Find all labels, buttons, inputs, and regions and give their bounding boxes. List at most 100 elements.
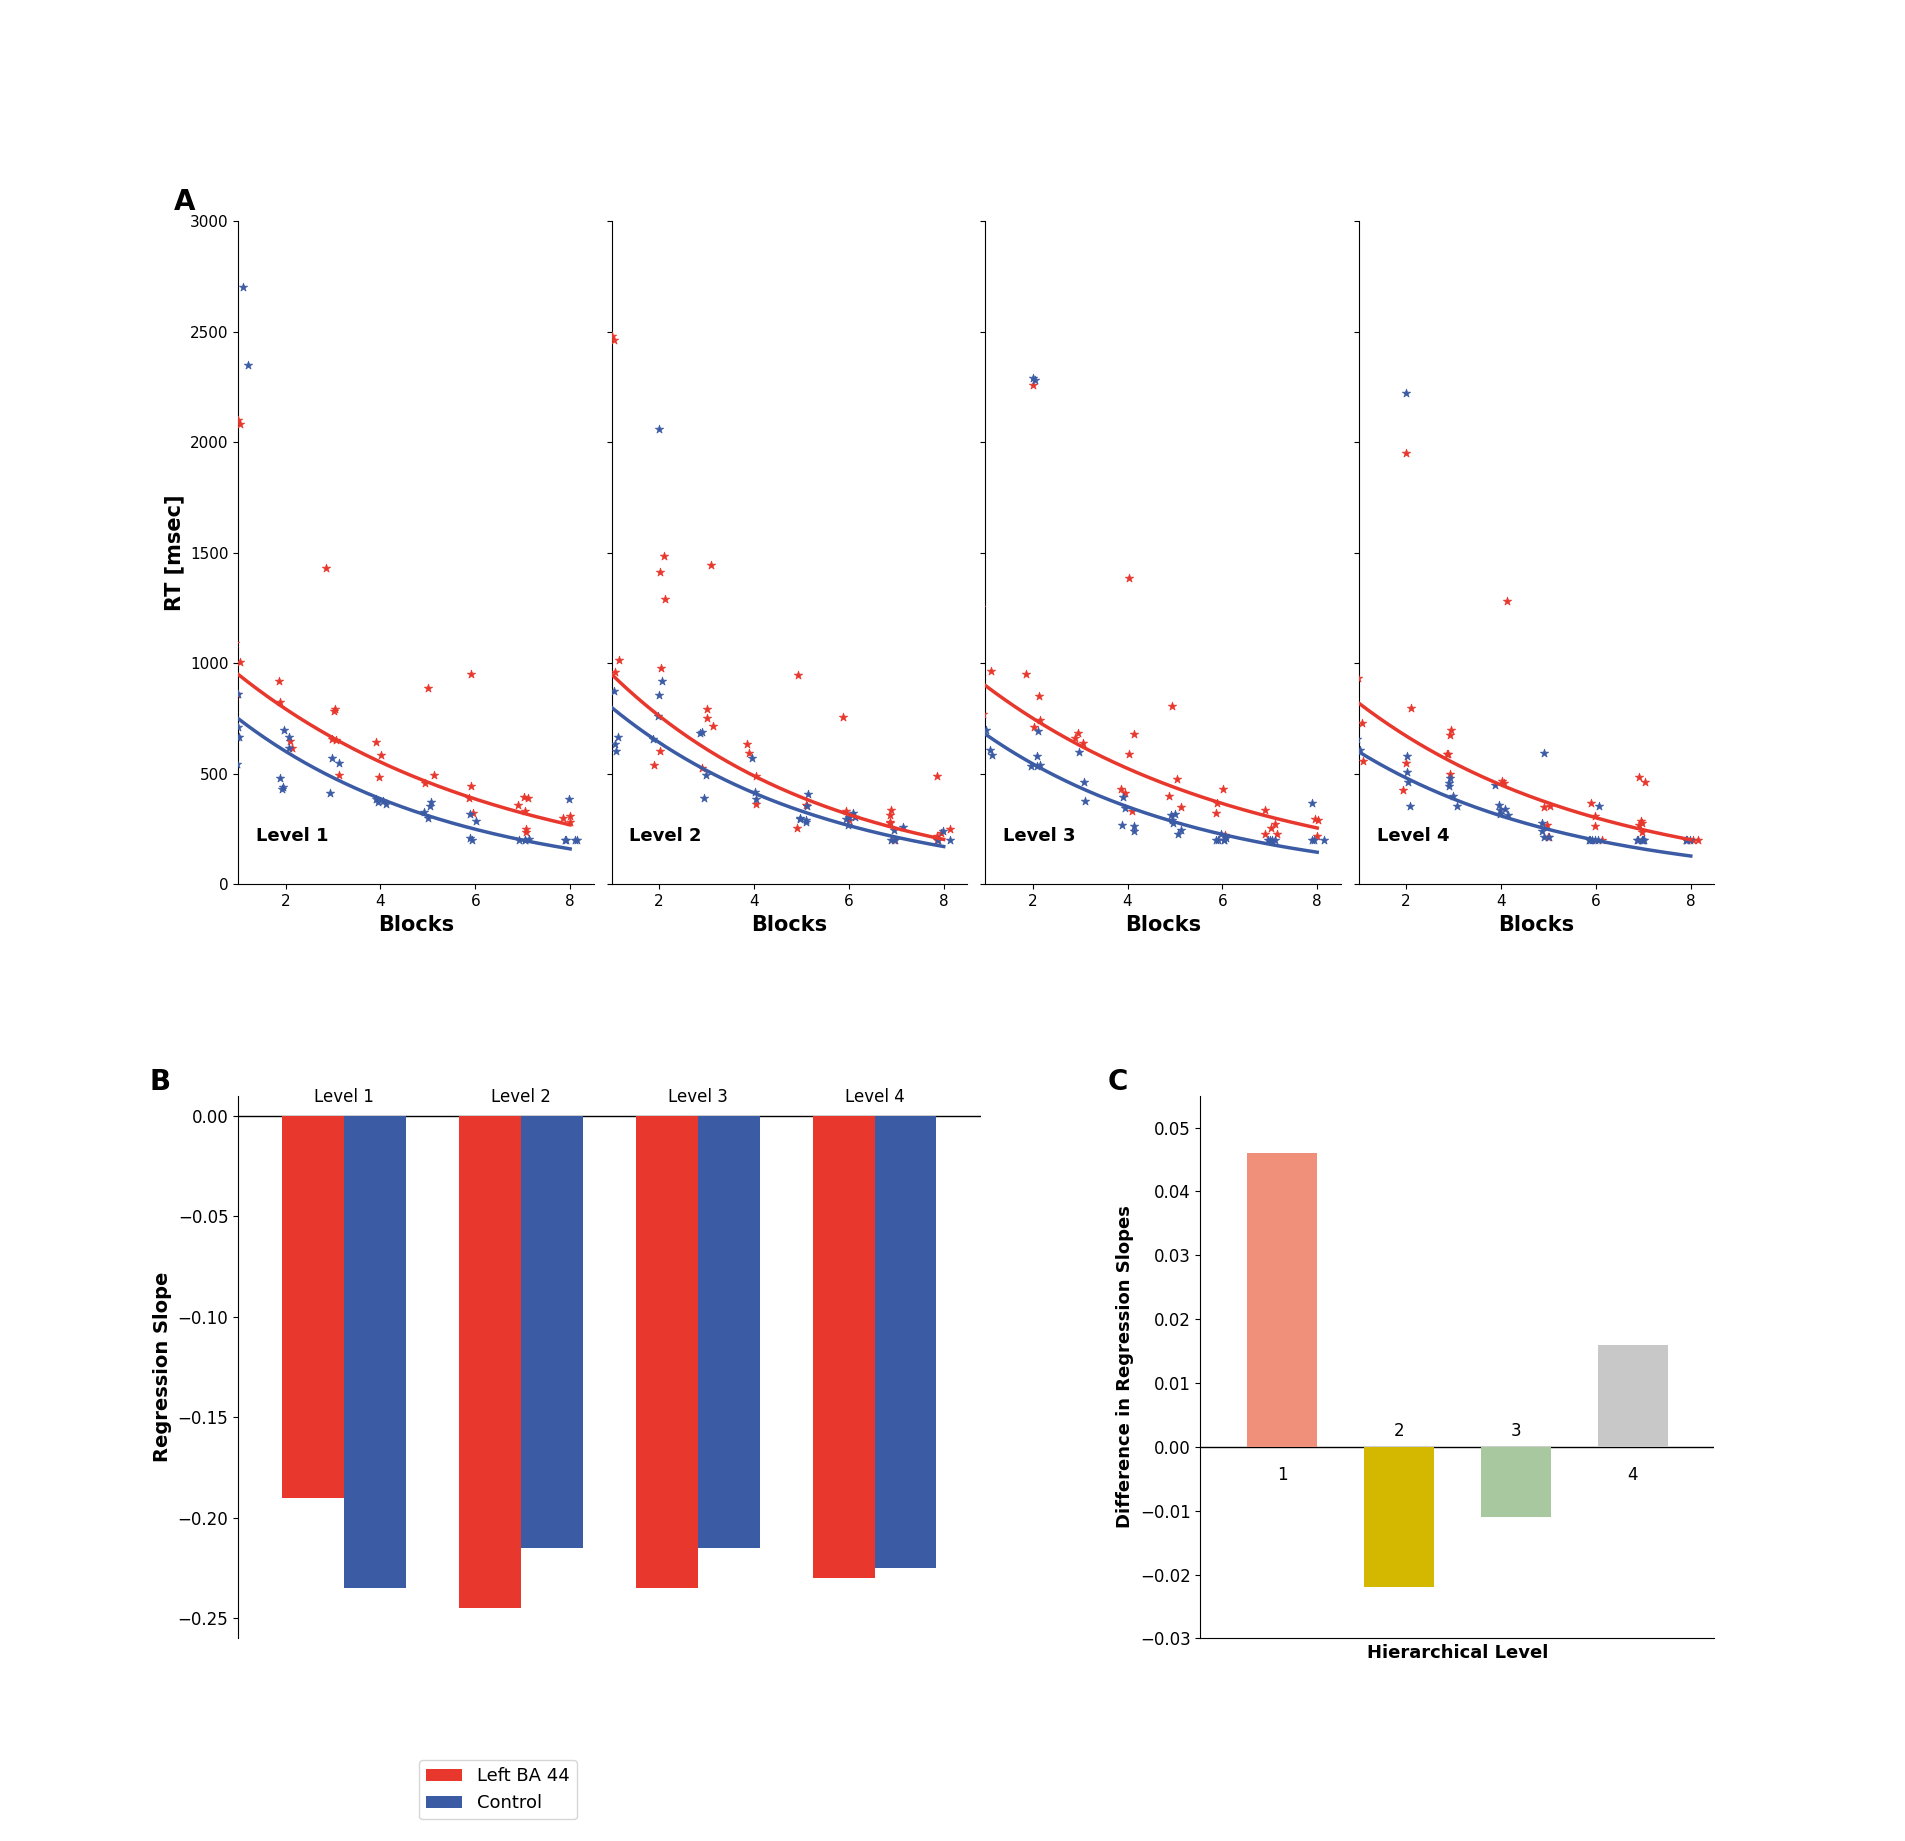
Point [1629,825,1659,854]
Point [1015,751,1046,781]
Point [1210,821,1240,851]
Point [1105,773,1135,803]
Point [1025,705,1055,735]
Point [1682,825,1713,854]
Point [644,414,674,444]
Point [1299,805,1330,834]
Point [1021,751,1052,781]
Point [1063,736,1093,766]
Point [366,740,396,770]
Point [604,644,634,674]
Text: 2: 2 [1394,1423,1404,1440]
Point [792,779,823,808]
Point [1111,793,1141,823]
Point [840,803,871,832]
Bar [636,1116,697,1589]
Point [511,817,541,847]
Point [1204,825,1234,854]
Point [1575,788,1606,817]
Point [1069,768,1099,797]
X-axis label: Blocks: Blocks [1126,915,1202,935]
Point [977,740,1008,770]
Bar [1598,1344,1667,1447]
Point [368,786,398,816]
Point [1534,823,1564,852]
Point [975,735,1006,764]
Point [966,593,996,622]
Text: Level 1: Level 1 [255,827,328,845]
Point [1579,812,1610,841]
Point [831,805,861,834]
Point [324,749,354,779]
Y-axis label: Regression Slope: Regression Slope [152,1272,171,1462]
Text: Level 4: Level 4 [1377,827,1450,845]
Point [267,773,297,803]
Point [1160,799,1191,828]
Text: Level 2: Level 2 [491,1088,551,1106]
Point [311,554,341,584]
Point [370,790,400,819]
Text: Level 3: Level 3 [669,1088,728,1106]
Point [834,805,865,834]
Point [1391,742,1421,771]
Point [966,694,996,724]
Point [1391,379,1421,409]
Point [1200,797,1231,827]
Point [1530,823,1560,852]
Point [1528,792,1558,821]
Point [1674,825,1705,854]
Point [791,806,821,836]
Point [1671,825,1701,854]
Legend: Left BA 44, Control: Left BA 44, Control [419,1760,577,1819]
Point [511,825,541,854]
Point [509,782,539,812]
Point [783,659,813,689]
Point [785,805,815,834]
Point [876,795,907,825]
Point [410,768,440,797]
Point [922,825,952,854]
Point [692,760,722,790]
Point [265,764,295,793]
Point [1166,816,1196,845]
Y-axis label: RT [msec]: RT [msec] [164,495,185,611]
Point [1118,720,1149,749]
Point [364,762,394,792]
Point [650,584,680,613]
Point [1116,797,1147,827]
Point [741,784,772,814]
Point [600,736,631,766]
Point [834,803,865,832]
Text: B: B [149,1068,170,1097]
X-axis label: Hierarchical Level: Hierarchical Level [1366,1644,1549,1662]
Point [1488,768,1518,797]
Point [1309,825,1339,854]
Point [225,724,255,753]
Point [1118,816,1149,845]
Point [1250,819,1280,849]
Point [1063,718,1093,747]
Point [831,797,861,827]
Point [733,738,764,768]
Point [888,812,918,841]
Point [274,724,305,753]
Point [1025,751,1055,781]
Point [1532,823,1562,852]
Point [832,810,863,839]
Point [695,550,726,580]
Point [362,788,392,817]
Point [1396,694,1427,724]
Point [225,648,255,677]
Point [1484,790,1514,819]
Point [1391,747,1421,777]
Point [221,681,251,711]
Point [1438,782,1469,812]
Point [1303,806,1334,836]
Point [1526,808,1556,838]
Point [1023,716,1053,746]
Point [1337,762,1368,792]
Point [690,782,720,812]
Point [1303,821,1334,851]
Point [1071,786,1101,816]
Legend: Left BA 44, Control: Left BA 44, Control [1513,230,1671,289]
